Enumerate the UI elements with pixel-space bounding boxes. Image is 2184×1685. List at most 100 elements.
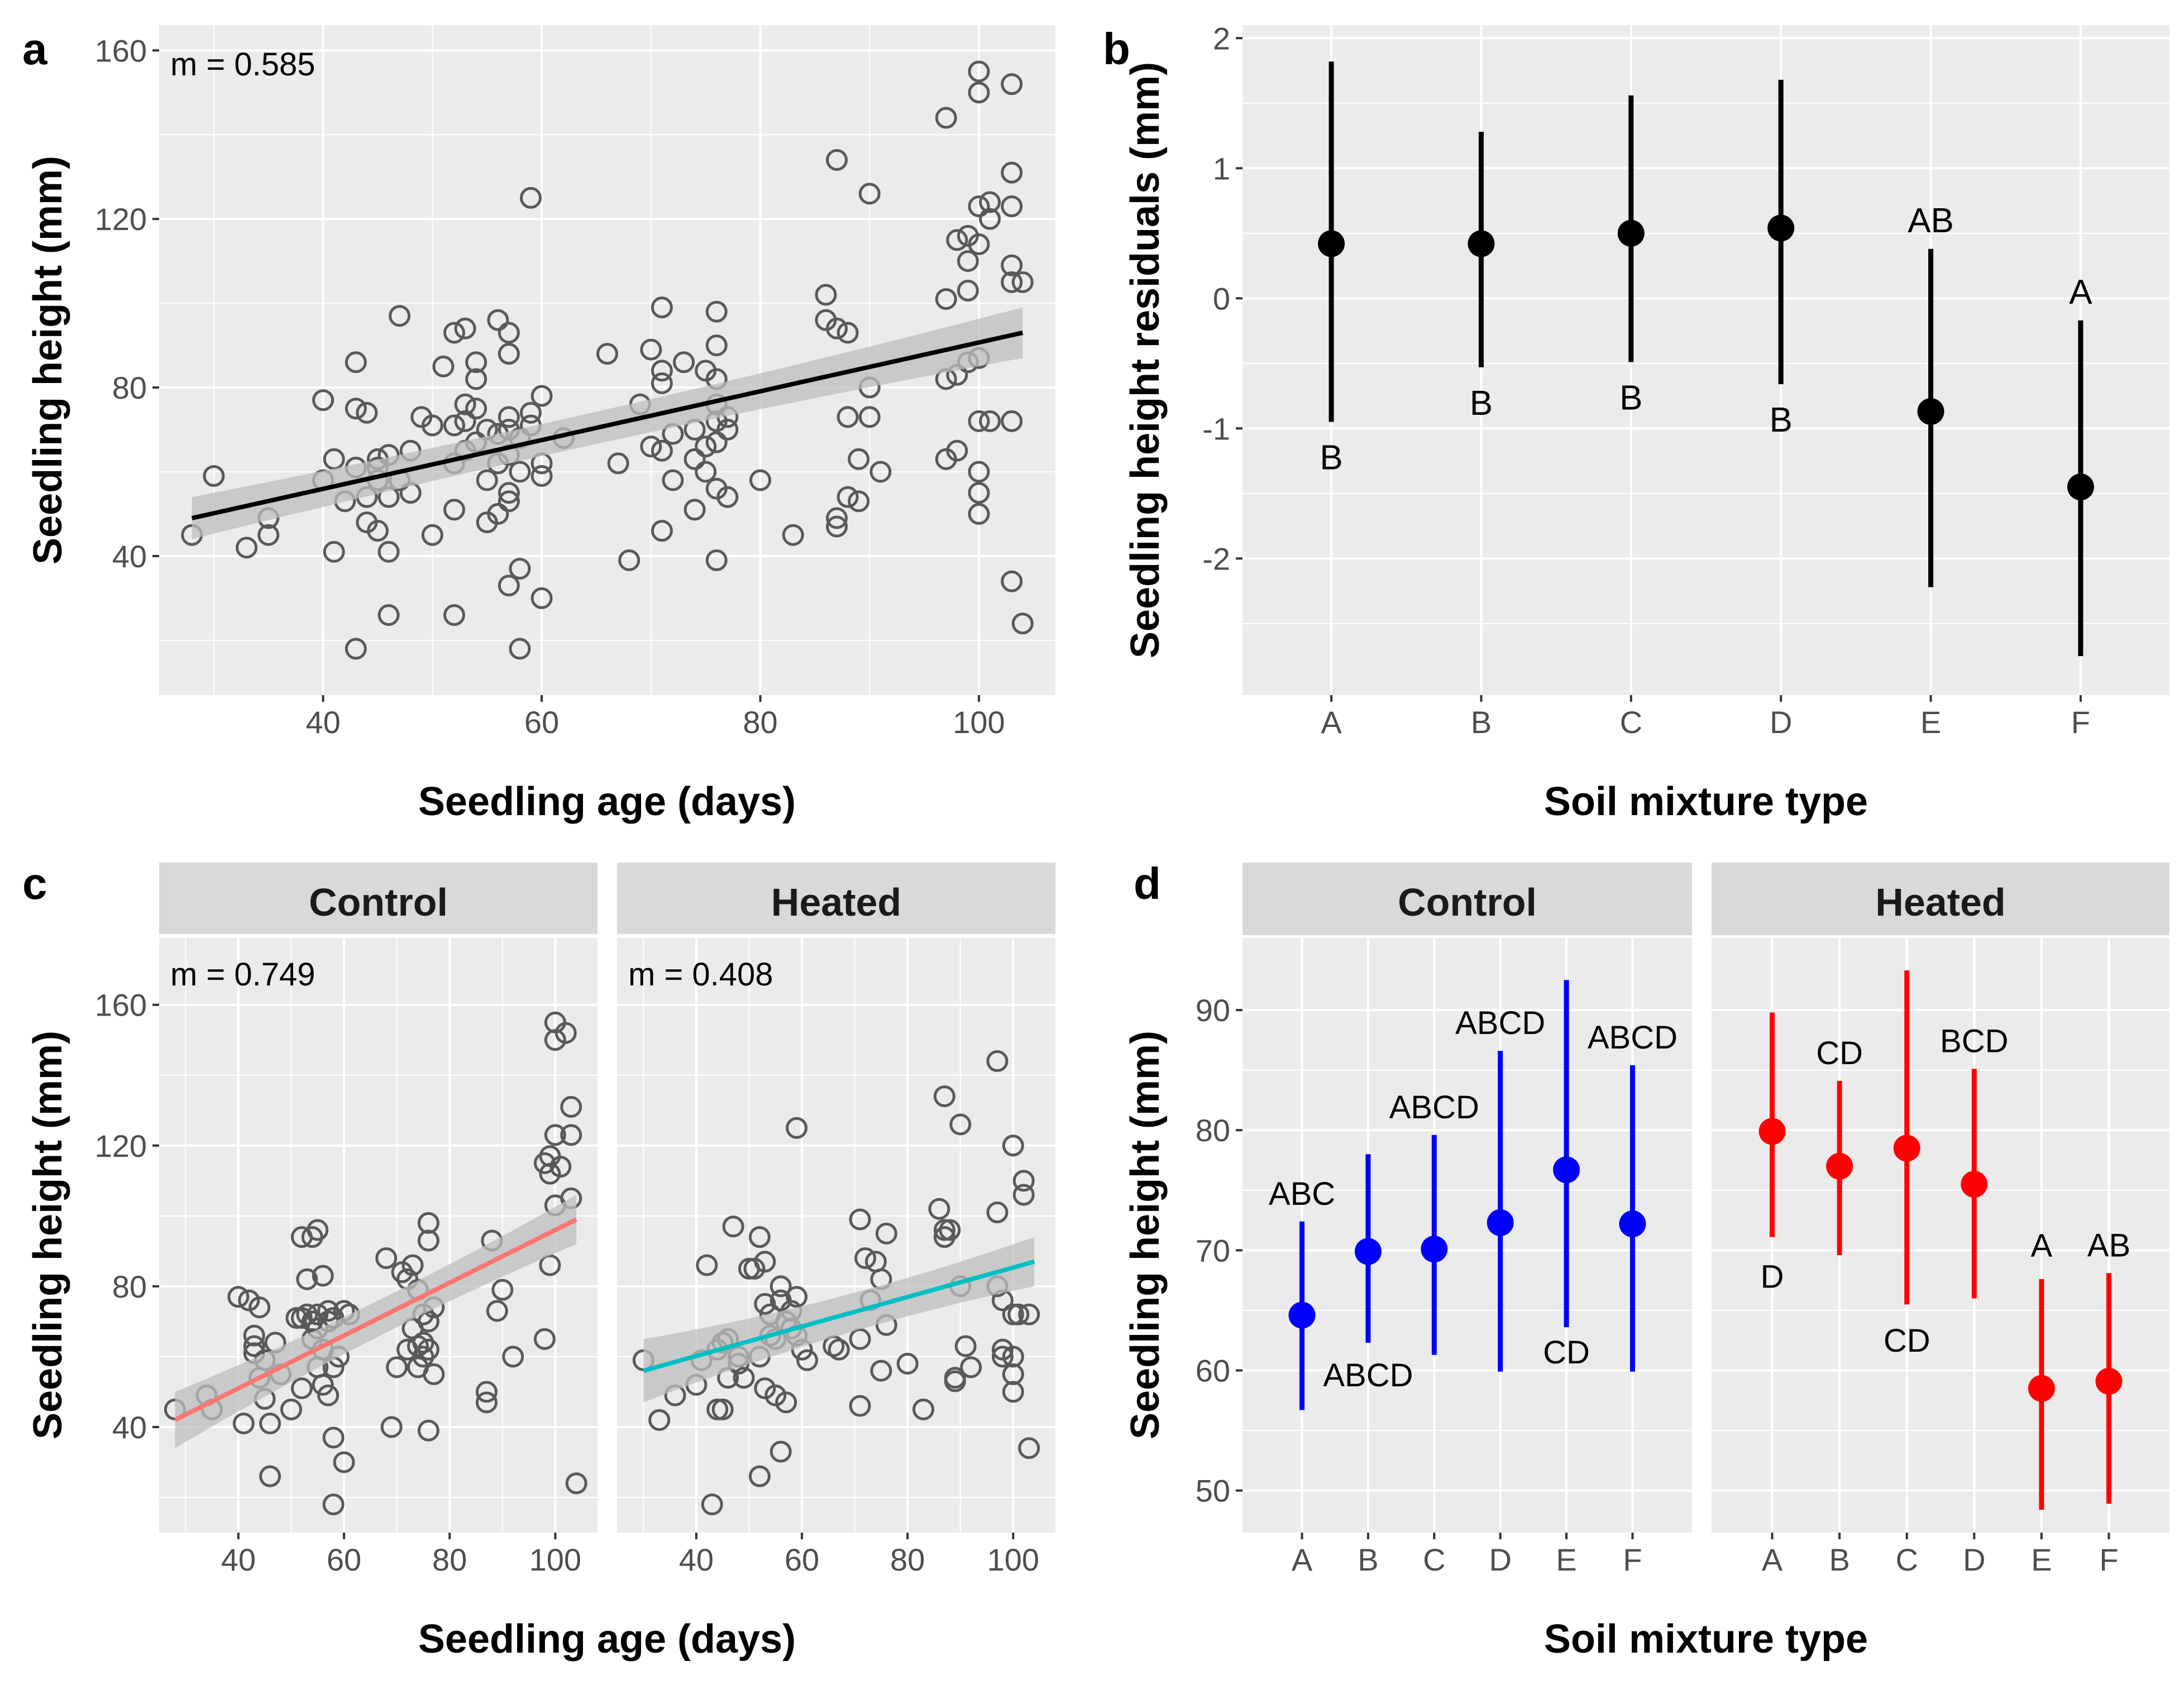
x-tick-label: A	[1762, 1542, 1783, 1577]
y-tick-label: 80	[112, 370, 147, 405]
panel-a-data-point	[979, 410, 1001, 432]
panel-a-data-point	[848, 490, 870, 513]
panel-c-control-data-point	[544, 1124, 566, 1146]
x-tick-label: 80	[890, 1542, 925, 1577]
y-tick-label: 80	[112, 1269, 147, 1304]
panel-a-data-point	[498, 322, 520, 344]
panel-c-heated-data-point	[696, 1254, 718, 1276]
panel-c-control-data-point	[243, 1335, 265, 1357]
panel-a-data-point	[519, 186, 542, 209]
mean-point	[1487, 1209, 1514, 1236]
panel-c-control-data-point	[549, 1156, 572, 1178]
panel-a-data-point	[968, 195, 990, 218]
x-tick-label: F	[2071, 705, 2090, 740]
panel-c-control-data-point	[560, 1124, 582, 1146]
panel-c-heated-data-point	[1012, 1184, 1035, 1206]
panel-c-control-regression-line	[174, 1217, 577, 1422]
panel-a-data-point	[662, 469, 684, 491]
panel-c-control-data-point	[312, 1373, 334, 1396]
group-letter: B	[1619, 379, 1642, 417]
x-tick-label: E	[1920, 705, 1941, 740]
panel-c-heated-data-point	[939, 1219, 961, 1241]
panel-a-data-point	[651, 439, 673, 462]
x-tick-label: 100	[529, 1542, 581, 1577]
panel-a-data-point	[465, 351, 488, 374]
mean-point	[1893, 1134, 1920, 1162]
y-tick-label: -1	[1202, 411, 1230, 446]
panel-a-data-point	[236, 537, 258, 559]
panel-a-data-point	[596, 343, 618, 365]
panel-a-data-point	[498, 406, 520, 428]
mean-point	[1619, 1210, 1646, 1238]
panel-a-data-point	[312, 389, 334, 411]
panel-a-data-point	[651, 372, 673, 395]
group-letter: ABCD	[1455, 1005, 1545, 1041]
x-tick-label: F	[2099, 1542, 2118, 1577]
panel-c-control-data-point	[417, 1310, 439, 1333]
panel-c-heated-data-point	[770, 1440, 792, 1463]
y-tick-label: 80	[1196, 1113, 1230, 1148]
group-letter: A	[2031, 1228, 2053, 1264]
panel-a-data-point	[946, 439, 968, 462]
panel-a-data-point	[673, 351, 695, 374]
panel-c-heated-data-point	[912, 1398, 935, 1420]
panel-a-data-point	[531, 465, 553, 487]
panel-a-data-point	[377, 540, 400, 563]
panel-c-heated-data-point	[828, 1338, 850, 1361]
panel-a-data-point	[509, 638, 531, 660]
panel-c-heated-data-point	[991, 1346, 1014, 1368]
panel-c-control-data-point	[312, 1265, 334, 1287]
panel-a-data-point	[826, 149, 848, 171]
x-tick-label: A	[1292, 1542, 1313, 1577]
slope-annotation: m = 0.749	[170, 956, 316, 993]
panel-c-control-data-point	[560, 1095, 582, 1118]
panel-a-data-point	[487, 309, 509, 331]
panel-c-heated-data-point	[944, 1370, 966, 1392]
panel-c-control-data-point	[333, 1451, 355, 1473]
panel-a-data-point	[531, 385, 553, 407]
panel-a-data-point	[705, 334, 728, 357]
panel-c-heated-data-point	[754, 1251, 776, 1273]
panel-a-data-point	[684, 499, 706, 521]
mean-point	[2067, 473, 2094, 501]
panel-c-heated-data-point	[854, 1247, 877, 1269]
y-axis-title: Seedling height residuals (mm)	[1123, 62, 1168, 658]
panel-c-heated-data-point	[954, 1335, 977, 1357]
x-tick-label: 60	[327, 1542, 361, 1577]
panel-d: ControlAABCBABCDCABCDDABCDECDFABCDHeated…	[1123, 859, 2169, 1662]
y-axis-title: Seedling height (mm)	[26, 1031, 70, 1439]
mean-point	[1758, 1118, 1786, 1145]
panel-a-data-point	[498, 343, 520, 365]
panel-c-heated-data-point	[786, 1117, 808, 1139]
facet-control: Control A ABC B ABCD C ABCD D ABCD E CD F ABCD	[1242, 863, 1692, 1577]
panel-a-data-point	[323, 540, 345, 563]
panel-a-data-point	[651, 296, 673, 319]
mean-point	[1961, 1171, 1988, 1198]
panel-c-control-data-point	[259, 1413, 281, 1435]
mean-point	[1421, 1236, 1448, 1263]
panel-c-heated-regression-line	[643, 1259, 1035, 1373]
panel-c-control-data-point	[322, 1493, 345, 1516]
mean-point	[1826, 1152, 1853, 1180]
panel-a-data-point	[968, 60, 990, 83]
group-letter: ABCD	[1389, 1089, 1479, 1126]
panel-a-data-point	[858, 406, 881, 428]
panel-c-heated-data-point	[1018, 1437, 1040, 1459]
panel-a-data-point	[968, 502, 990, 525]
group-letter: B	[1770, 401, 1793, 439]
panel-a-data-point	[377, 604, 400, 626]
panel-a-data-point	[826, 507, 848, 529]
panel-a-data-point	[968, 461, 990, 483]
panel-a-data-point	[869, 461, 892, 483]
x-tick-label: E	[2031, 1542, 2052, 1577]
x-axis-title: Seedling age (days)	[418, 1617, 796, 1662]
group-letter: AB	[2087, 1227, 2130, 1263]
slope-annotation: m = 0.408	[628, 956, 773, 993]
panel-a-data-point	[968, 82, 990, 104]
group-letter: A	[2069, 273, 2092, 312]
panel-a-data-point	[640, 435, 662, 458]
panel-c-heated-data-point	[1002, 1134, 1024, 1157]
panel-a-data-point	[716, 486, 739, 508]
panel-a-data-point	[1001, 410, 1023, 432]
